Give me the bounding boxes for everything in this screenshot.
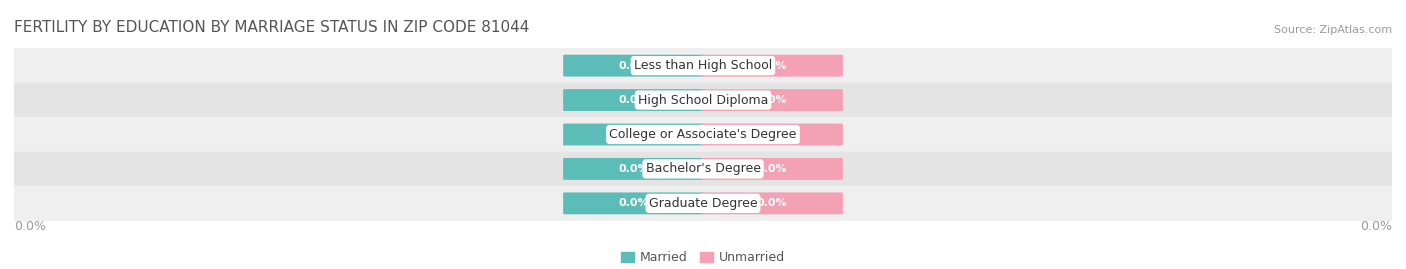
Text: 0.0%: 0.0% bbox=[756, 198, 787, 208]
Text: 0.0%: 0.0% bbox=[14, 220, 46, 233]
Text: 0.0%: 0.0% bbox=[619, 198, 650, 208]
Text: Bachelor's Degree: Bachelor's Degree bbox=[645, 162, 761, 175]
Text: 0.0%: 0.0% bbox=[619, 129, 650, 140]
Text: Source: ZipAtlas.com: Source: ZipAtlas.com bbox=[1274, 25, 1392, 35]
FancyBboxPatch shape bbox=[564, 123, 704, 146]
Text: 0.0%: 0.0% bbox=[619, 95, 650, 105]
Text: 0.0%: 0.0% bbox=[756, 95, 787, 105]
FancyBboxPatch shape bbox=[702, 55, 842, 77]
FancyBboxPatch shape bbox=[564, 192, 704, 214]
FancyBboxPatch shape bbox=[564, 158, 704, 180]
Text: Less than High School: Less than High School bbox=[634, 59, 772, 72]
Text: 0.0%: 0.0% bbox=[756, 164, 787, 174]
Bar bbox=[14, 186, 1392, 221]
Text: 0.0%: 0.0% bbox=[619, 164, 650, 174]
Bar bbox=[14, 83, 1392, 117]
FancyBboxPatch shape bbox=[702, 192, 842, 214]
Text: 0.0%: 0.0% bbox=[756, 129, 787, 140]
Text: FERTILITY BY EDUCATION BY MARRIAGE STATUS IN ZIP CODE 81044: FERTILITY BY EDUCATION BY MARRIAGE STATU… bbox=[14, 20, 530, 35]
FancyBboxPatch shape bbox=[564, 89, 704, 111]
FancyBboxPatch shape bbox=[564, 55, 704, 77]
FancyBboxPatch shape bbox=[702, 158, 842, 180]
Text: 0.0%: 0.0% bbox=[756, 61, 787, 71]
Text: College or Associate's Degree: College or Associate's Degree bbox=[609, 128, 797, 141]
FancyBboxPatch shape bbox=[702, 123, 842, 146]
Bar bbox=[14, 117, 1392, 152]
Legend: Married, Unmarried: Married, Unmarried bbox=[616, 246, 790, 269]
Bar bbox=[14, 48, 1392, 83]
Text: High School Diploma: High School Diploma bbox=[638, 94, 768, 107]
Text: 0.0%: 0.0% bbox=[1360, 220, 1392, 233]
FancyBboxPatch shape bbox=[702, 89, 842, 111]
Text: 0.0%: 0.0% bbox=[619, 61, 650, 71]
Bar bbox=[14, 152, 1392, 186]
Text: Graduate Degree: Graduate Degree bbox=[648, 197, 758, 210]
